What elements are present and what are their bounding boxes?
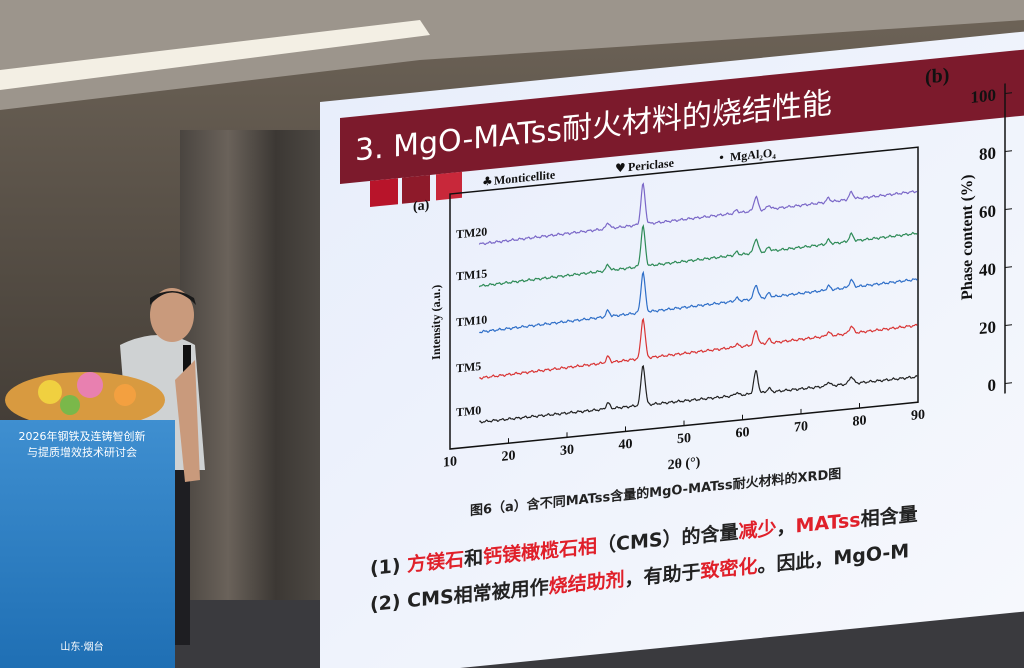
xrd-trace: [479, 270, 918, 334]
sample-label: TM20: [456, 224, 487, 241]
xrd-trace: [479, 317, 918, 380]
ceiling-light: [0, 20, 430, 90]
ceiling: [0, 0, 1024, 110]
legend-label: Monticellite: [494, 167, 556, 187]
tick-mark: [1005, 382, 1012, 384]
tick-mark: [1005, 266, 1012, 268]
xrd-trace: [478, 223, 918, 288]
text-segment: 致密化: [701, 554, 758, 583]
x-tick-label: 80: [853, 412, 867, 429]
y-axis-label: Phase content (%): [959, 174, 976, 301]
xrd-trace: [479, 364, 918, 424]
banner-title: 2026年钢铁及连铸智创新: [19, 429, 146, 443]
x-tick-label: 90: [911, 407, 925, 424]
slide: 3. MgO-MATss耐火材料的烧结性能 (a) (b) ♣ Monticel…: [320, 29, 1024, 668]
text-segment: 减少: [738, 516, 776, 543]
tick-mark: [1005, 324, 1012, 326]
decor-block: [402, 174, 430, 204]
text-segment: ，: [776, 515, 795, 539]
x-tick-label: 40: [619, 436, 633, 453]
banner: 2026年钢铁及连铸智创新 与提质增效技术研讨会 山东·烟台: [0, 372, 175, 668]
xrd-trace: [478, 182, 918, 246]
y-tick-label: 20: [979, 317, 996, 338]
x-tick-label: 70: [794, 418, 808, 435]
title-band: [340, 47, 1024, 184]
y-tick-label: 100: [971, 85, 996, 107]
sample-label: TM5: [456, 359, 481, 375]
text-segment: 方镁石: [407, 548, 464, 577]
text-segment: 和: [464, 546, 483, 571]
y-tick-label: 0: [988, 375, 996, 395]
x-tick-label: 10: [443, 453, 457, 470]
y-tick-label: 60: [979, 201, 996, 222]
y-axis-label: Intensity (a.u.): [429, 284, 443, 360]
legend-label: MgAl₂O₄: [730, 145, 776, 164]
y-tick-label: 80: [979, 143, 996, 164]
x-tick-label: 60: [736, 424, 750, 441]
x-tick-label: 30: [560, 442, 574, 459]
sample-label: TM0: [456, 403, 481, 419]
svg-text:♣: ♣: [482, 174, 493, 189]
sample-label: TM10: [456, 312, 487, 329]
tick-mark: [1005, 208, 1012, 210]
banner-footer: 山东·烟台: [60, 640, 103, 653]
curtain: [180, 130, 340, 650]
tick-mark: [1005, 92, 1012, 94]
slide-background: [320, 29, 1024, 668]
decor-block: [370, 178, 398, 207]
sample-label: TM15: [456, 266, 487, 283]
banner-title: 与提质增效技术研讨会: [27, 445, 137, 459]
panel-label: (a): [413, 197, 430, 215]
y-tick-label: 40: [979, 259, 996, 280]
x-tick-label: 20: [502, 447, 516, 464]
x-tick-label: 50: [677, 430, 691, 447]
panel-label: (b): [925, 64, 949, 88]
legend-label: Periclase: [628, 156, 675, 175]
svg-text:•: •: [718, 151, 725, 166]
x-axis-label: 2θ (°): [668, 454, 701, 473]
svg-text:♥: ♥: [615, 160, 626, 175]
text-segment: 相含量: [861, 502, 918, 531]
tick-mark: [1005, 150, 1012, 152]
text-segment: (1): [370, 554, 407, 580]
decor-block: [436, 171, 462, 201]
